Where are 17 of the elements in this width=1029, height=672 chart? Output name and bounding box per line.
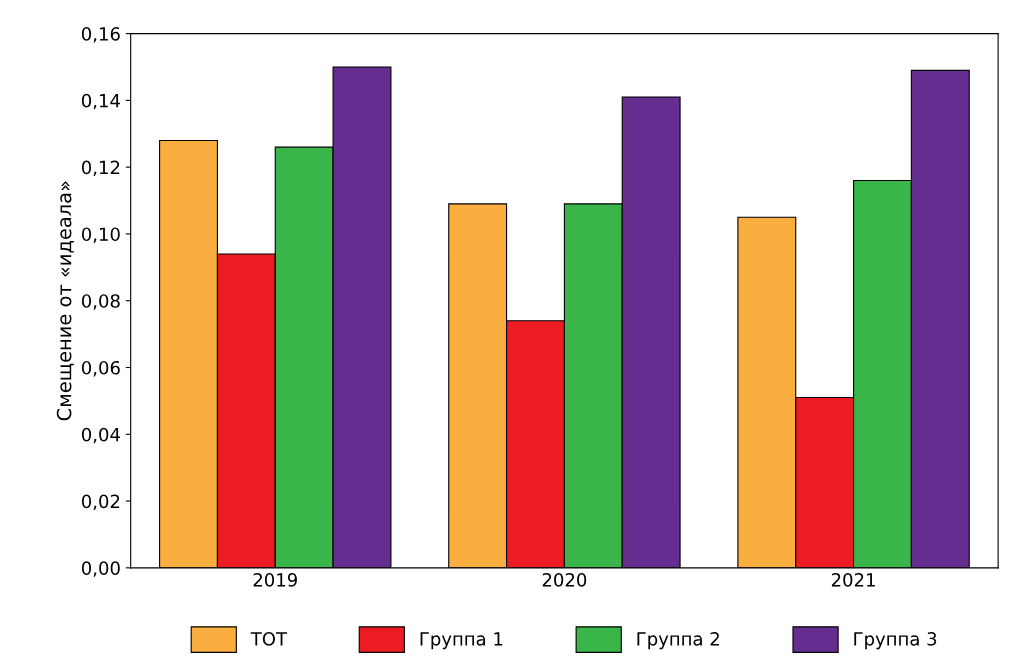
legend-label: Группа 2: [637, 632, 719, 650]
y-axis-title: Смещение от «идеала»: [56, 181, 74, 421]
legend-label: Группа 3: [854, 632, 937, 650]
x-tick-label: 2020: [542, 573, 587, 587]
x-tick-label: 2019: [253, 573, 297, 587]
x-tick-label: 2021: [831, 573, 875, 587]
y-tick-label: 0,04: [81, 427, 120, 444]
y-tick-label: 0,10: [81, 227, 120, 243]
y-tick-label: 0,14: [81, 93, 120, 110]
y-tick-label: 0,08: [81, 294, 120, 310]
y-tick-label: 0,16: [81, 27, 120, 43]
y-tick-label: 0,12: [81, 160, 120, 177]
y-tick-label: 0,02: [81, 494, 120, 511]
legend-label: ТОТ: [250, 632, 288, 646]
y-tick-label: 0,06: [81, 360, 120, 377]
legend-label: Группа 1: [420, 632, 503, 650]
y-tick-label: 0,00: [81, 561, 120, 577]
